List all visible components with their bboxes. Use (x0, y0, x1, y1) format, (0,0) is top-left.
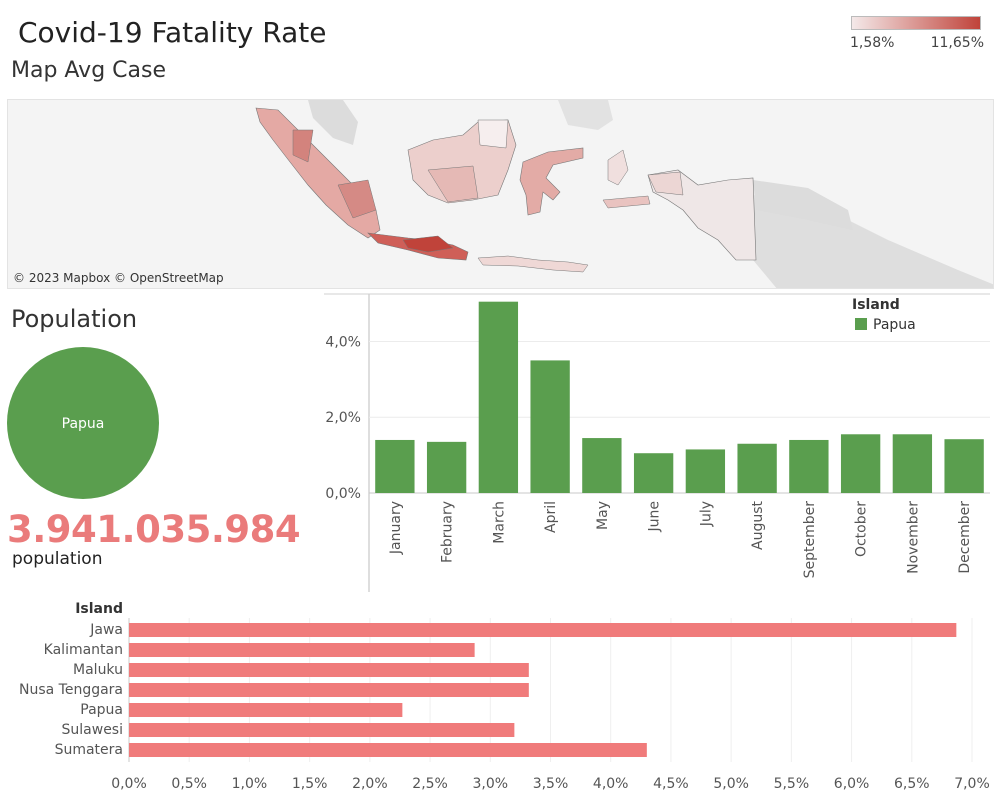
y-tick-label: 0,0% (325, 486, 361, 502)
x-tick-label: 5,0% (713, 776, 749, 792)
map-canvas (255, 100, 993, 288)
x-tick-label: 4,0% (593, 776, 629, 792)
legend-title: Island (852, 297, 900, 313)
month-bar[interactable] (530, 360, 570, 493)
malay-peninsula-shape (308, 100, 358, 145)
legend-min-label: 1,58% (850, 35, 895, 51)
sulawesi-shape (519, 147, 584, 216)
kalimantan-south-shape (427, 165, 479, 203)
x-tick-label: 6,5% (894, 776, 930, 792)
island-axis-title: Island (75, 601, 123, 617)
month-bar[interactable] (892, 434, 933, 493)
y-tick-label: 2,0% (325, 410, 361, 426)
population-label: population (12, 549, 103, 569)
jawa-central-shape (402, 235, 454, 253)
x-tick-label: 5,5% (774, 776, 810, 792)
month-label: September (802, 501, 818, 579)
island-bar[interactable] (129, 663, 529, 677)
island-bar[interactable] (129, 743, 647, 757)
x-tick-label: 7,0% (954, 776, 990, 792)
population-value: 3.941.035.984 (7, 508, 301, 551)
x-tick-label: 2,5% (412, 776, 448, 792)
island-label: Nusa Tenggara (19, 682, 123, 698)
legend-max-label: 11,65% (930, 35, 984, 51)
color-ramp (851, 16, 981, 30)
island-label: Sulawesi (62, 722, 123, 738)
sumatera-shape (255, 107, 381, 239)
maluku-north-shape (607, 149, 629, 186)
island-bar[interactable] (129, 623, 957, 637)
island-label: Maluku (73, 662, 123, 678)
island-bar[interactable] (129, 683, 529, 697)
month-label: January (388, 501, 404, 555)
color-legend: 1,58% 11,65% (848, 14, 986, 54)
month-bar[interactable] (789, 439, 829, 493)
y-tick-label: 4,0% (325, 334, 361, 350)
x-tick-label: 1,5% (292, 776, 328, 792)
island-bar[interactable] (129, 703, 403, 717)
x-tick-label: 6,0% (834, 776, 870, 792)
monthly-fatality-chart[interactable]: 0,0% 2,0% 4,0% January February March April May… (322, 292, 998, 596)
island-label: Jawa (89, 622, 123, 638)
month-bar[interactable] (633, 453, 674, 493)
x-tick-label: 4,5% (653, 776, 689, 792)
month-bar[interactable] (426, 441, 467, 493)
nusa-tenggara-shape (477, 255, 589, 273)
island-label: Kalimantan (44, 642, 123, 658)
month-label: April (543, 501, 559, 533)
month-label: October (854, 501, 870, 557)
pie-label: Papua (62, 416, 105, 432)
png-shape (753, 180, 853, 230)
month-label: March (491, 501, 507, 544)
philippines-shape (558, 100, 613, 130)
island-fatality-chart[interactable]: 0,0% 0,5% 1,0% 1,5% 2,0% 2,5% 3,0% 3,5% 4,0% 4,5%… (0, 596, 1003, 800)
maluku-south-shape (602, 195, 651, 209)
month-label: December (957, 501, 973, 574)
island-bar[interactable] (129, 723, 515, 737)
island-label: Sumatera (55, 742, 123, 758)
legend-swatch[interactable] (855, 318, 867, 330)
population-pie[interactable]: Papua (5, 345, 161, 501)
month-bar[interactable] (478, 301, 519, 493)
pie-slice-papua[interactable] (7, 347, 159, 499)
papua-barat-shape (647, 171, 684, 196)
month-bar[interactable] (375, 439, 415, 493)
indonesia-map[interactable]: © 2023 Mapbox © OpenStreetMap (7, 99, 994, 289)
month-label: November (905, 501, 921, 574)
month-bar[interactable] (582, 438, 622, 493)
population-title: Population (11, 305, 138, 333)
month-label: May (595, 501, 611, 530)
month-bar[interactable] (944, 439, 984, 493)
kalimantan-north-shape (477, 119, 509, 149)
island-label: Papua (80, 702, 123, 718)
month-bar[interactable] (685, 449, 726, 493)
map-title: Map Avg Case (11, 58, 166, 83)
map-attribution[interactable]: © 2023 Mapbox © OpenStreetMap (13, 271, 224, 285)
x-tick-label: 3,0% (472, 776, 508, 792)
month-label: August (750, 500, 766, 550)
sumatera-north-shape (292, 129, 314, 163)
x-tick-label: 3,5% (533, 776, 569, 792)
legend-series-label[interactable]: Papua (873, 317, 916, 333)
dashboard-title: Covid-19 Fatality Rate (18, 16, 327, 49)
month-bar[interactable] (840, 434, 881, 493)
month-label: July (698, 501, 714, 527)
month-bar[interactable] (737, 443, 777, 493)
island-bar[interactable] (129, 643, 475, 657)
month-label: June (647, 501, 663, 533)
x-tick-label: 0,0% (111, 776, 147, 792)
month-label: February (440, 501, 456, 563)
x-tick-label: 2,0% (352, 776, 388, 792)
x-tick-label: 1,0% (232, 776, 268, 792)
x-tick-label: 0,5% (171, 776, 207, 792)
sumatera-south-shape (337, 179, 377, 219)
